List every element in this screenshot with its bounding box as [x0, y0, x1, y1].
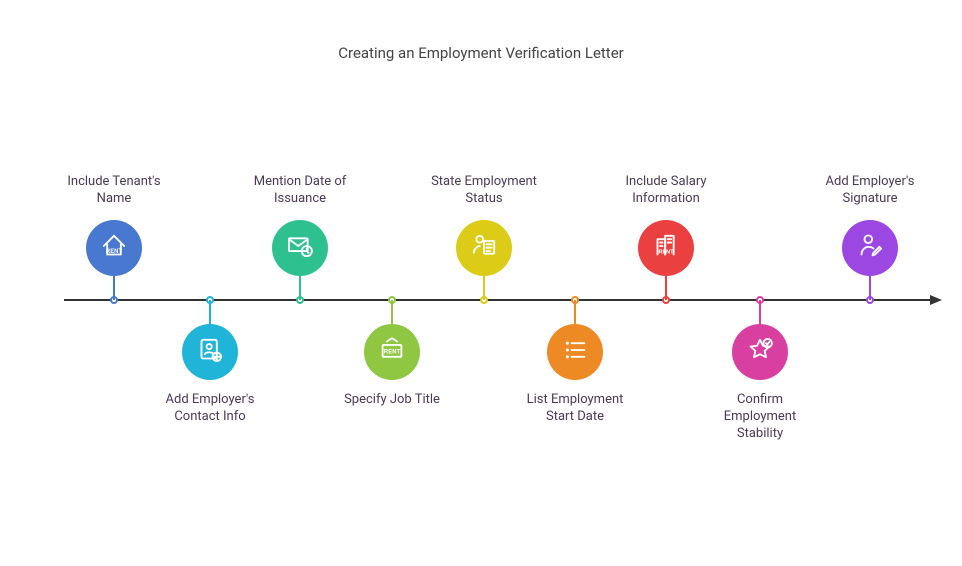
- step-label: Mention Date of Issuance: [245, 174, 355, 208]
- timeline-arrowhead: [930, 295, 942, 305]
- timeline-stem: [869, 276, 871, 300]
- step-node: [456, 220, 512, 276]
- mail-clock-icon: [283, 229, 317, 267]
- diagram-canvas: Creating an Employment Verification Lett…: [0, 0, 962, 566]
- timeline-stem: [665, 276, 667, 300]
- step-node: RENT: [638, 220, 694, 276]
- timeline-stem: [483, 276, 485, 300]
- step-node: [547, 324, 603, 380]
- timeline-axis: [64, 299, 930, 301]
- step-label: List Employment Start Date: [520, 392, 630, 426]
- svg-text:RENT: RENT: [106, 249, 123, 255]
- step-node: [272, 220, 328, 276]
- timeline-stem: [574, 300, 576, 324]
- step-label: Confirm Employment Stability: [705, 392, 815, 443]
- step-label: State Employment Status: [429, 174, 539, 208]
- step-node: [842, 220, 898, 276]
- house-rent-icon: RENT: [97, 229, 131, 267]
- step-label: Add Employer's Signature: [815, 174, 925, 208]
- timeline-stem: [209, 300, 211, 324]
- step-label: Include Salary Information: [611, 174, 721, 208]
- timeline-stem: [391, 300, 393, 324]
- card-plus-icon: [193, 333, 227, 371]
- sign-rent-icon: RENT: [375, 333, 409, 371]
- step-node: [732, 324, 788, 380]
- step-label: Specify Job Title: [337, 392, 447, 409]
- step-label: Include Tenant's Name: [59, 174, 169, 208]
- person-pen-icon: [853, 229, 887, 267]
- timeline-stem: [299, 276, 301, 300]
- star-check-icon: [743, 333, 777, 371]
- building-rent-icon: RENT: [649, 229, 683, 267]
- svg-text:RENT: RENT: [384, 349, 401, 355]
- step-label: Add Employer's Contact Info: [155, 392, 265, 426]
- svg-text:RENT: RENT: [658, 250, 674, 256]
- timeline-stem: [113, 276, 115, 300]
- list-icon: [558, 333, 592, 371]
- person-doc-icon: [467, 229, 501, 267]
- step-node: RENT: [364, 324, 420, 380]
- step-node: [182, 324, 238, 380]
- step-node: RENT: [86, 220, 142, 276]
- timeline-stem: [759, 300, 761, 324]
- diagram-title: Creating an Employment Verification Lett…: [0, 44, 962, 62]
